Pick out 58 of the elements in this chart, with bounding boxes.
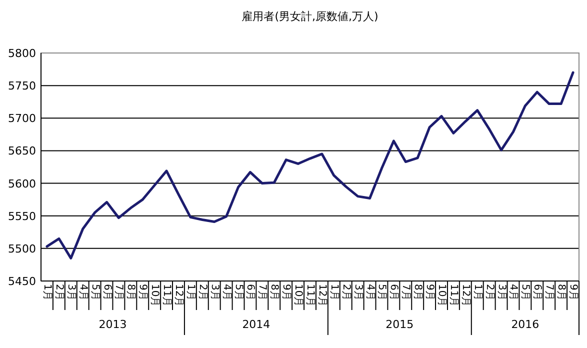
x-tick-label: 7月 [400, 284, 412, 300]
x-tick-label: 2月 [196, 284, 208, 300]
x-tick-label: 3月 [65, 284, 76, 300]
x-tick-label: 12月 [172, 284, 184, 307]
x-tick-label: 9月 [424, 284, 436, 300]
y-tick-label: 5550 [8, 210, 36, 223]
y-tick-label: 5800 [8, 47, 36, 60]
x-tick-label: 4月 [508, 284, 519, 300]
x-tick-label: 5月 [232, 284, 244, 300]
x-tick-label: 8月 [556, 284, 567, 300]
x-tick-label: 5月 [520, 284, 531, 300]
x-tick-label: 2月 [340, 284, 352, 300]
y-tick-label: 5450 [8, 275, 36, 288]
x-tick-label: 7月 [544, 284, 555, 300]
x-tick-label: 8月 [412, 284, 424, 300]
text: 2016 [511, 318, 540, 331]
x-tick-label: 4月 [364, 284, 376, 300]
x-tick-label: 11月 [304, 284, 316, 307]
x-tick-label: 3月 [352, 284, 364, 300]
x-tick-label: 6月 [532, 284, 543, 300]
title: 雇用者(男女計,原数値,万人) [242, 10, 378, 23]
x-tick-label: 11月 [448, 284, 459, 307]
y-tick-label: 5500 [8, 242, 36, 256]
x-tick-label: 9月 [568, 284, 579, 300]
x-tick-label: 9月 [137, 284, 148, 300]
text: 2014 [242, 318, 270, 331]
x-tick-label: 10月 [149, 284, 160, 307]
x-tick-label: 6月 [388, 284, 400, 300]
x-tick-label: 6月 [101, 284, 112, 300]
y-tick-label: 5600 [8, 177, 36, 190]
x-tick-label: 12月 [316, 284, 328, 307]
text: 2015 [386, 318, 414, 331]
x-tick-label: 7月 [256, 284, 268, 300]
x-tick-label: 1月 [184, 284, 196, 300]
x-tick-label: 4月 [77, 284, 88, 300]
x-tick-label: 10月 [292, 284, 304, 307]
x-tick-label: 1月 [328, 284, 340, 300]
x-tick-label: 5月 [376, 284, 388, 300]
x-tick-label: 8月 [125, 284, 136, 300]
x-tick-label: 1月 [41, 284, 52, 300]
x-tick-label: 7月 [113, 284, 124, 300]
x-tick-label: 10月 [436, 284, 448, 307]
y-tick-label: 5700 [8, 112, 36, 126]
x-tick-label: 5月 [89, 284, 100, 300]
y-tick-label: 5750 [8, 80, 36, 93]
x-tick-label: 9月 [280, 284, 292, 300]
x-tick-label: 2月 [53, 284, 64, 300]
x-tick-label: 3月 [208, 284, 220, 300]
x-tick-label: 4月 [220, 284, 232, 300]
x-tick-label: 6月 [244, 284, 256, 300]
x-tick-label: 3月 [496, 284, 507, 300]
x-tick-label: 1月 [472, 284, 483, 300]
x-tick-label: 12月 [460, 284, 471, 307]
x-tick-label: 2月 [484, 284, 495, 300]
y-tick-label: 5650 [8, 144, 36, 158]
x-tick-label: 8月 [268, 284, 280, 300]
text: 2013 [98, 318, 127, 331]
x-tick-label: 11月 [161, 284, 172, 307]
